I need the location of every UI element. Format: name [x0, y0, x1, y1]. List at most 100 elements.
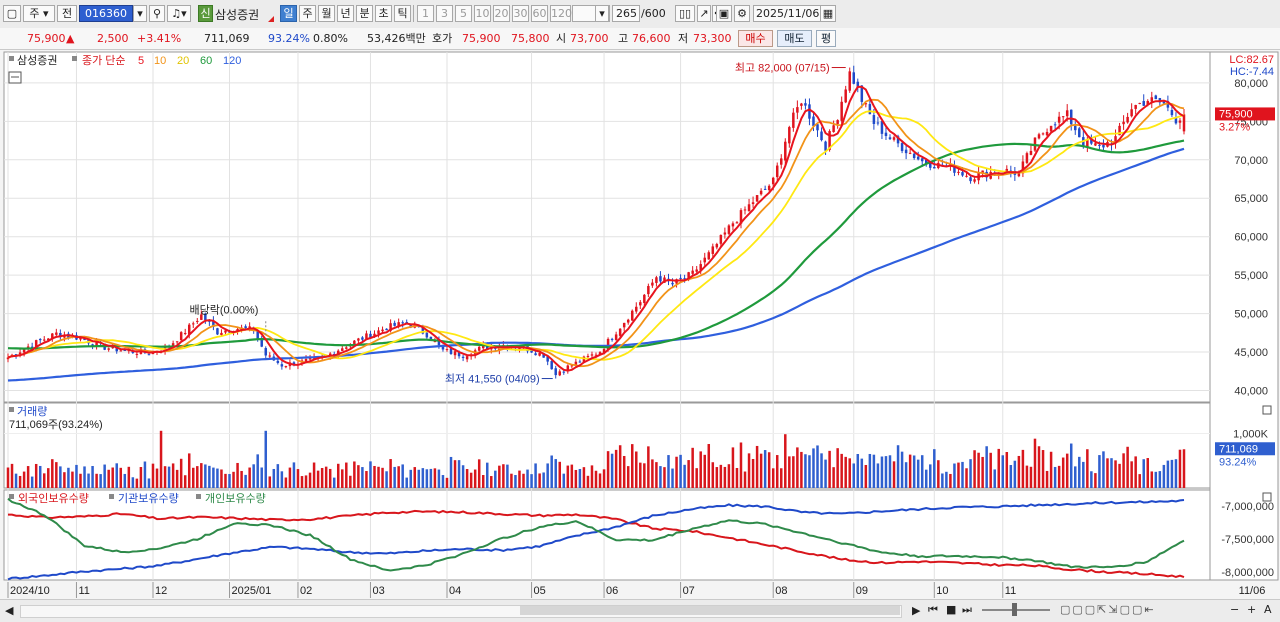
volume-bar — [115, 463, 118, 488]
interval-button-120[interactable]: 120 — [550, 5, 572, 22]
stock-code-input[interactable]: 016360 — [79, 5, 133, 22]
volume-bar — [868, 453, 872, 488]
candle-body — [739, 210, 743, 224]
volume-bar — [264, 430, 268, 488]
interval-custom-dropdown[interactable]: ▾ — [595, 5, 609, 22]
low-price: 73,300 — [693, 32, 732, 45]
candle-body — [276, 360, 280, 363]
candle-body — [34, 340, 38, 349]
volume-bar — [425, 469, 429, 488]
volume-bar — [429, 468, 433, 488]
speaker-icon[interactable]: ♫▾ — [167, 5, 191, 22]
candle-body — [900, 143, 904, 152]
volume-bar — [353, 461, 356, 488]
price-value: 75,900 — [27, 32, 66, 45]
interval-button-20[interactable]: 20 — [493, 5, 510, 22]
period-tab-5[interactable]: 초 — [375, 5, 392, 22]
zoom-in-icon[interactable]: + — [1247, 603, 1257, 616]
volume-bar — [284, 477, 288, 488]
interval-button-10[interactable]: 10 — [474, 5, 491, 22]
candle-body — [792, 112, 795, 128]
candle-body — [401, 322, 404, 324]
candle-body — [341, 348, 344, 351]
volume-bar — [896, 445, 900, 488]
volume-bar — [993, 469, 996, 488]
volume-bar — [111, 467, 114, 488]
volume-bar — [481, 475, 485, 488]
stock-chart[interactable]: 80,00075,00070,00065,00060,00055,00050,0… — [0, 50, 1280, 599]
scroll-thumb[interactable] — [520, 606, 900, 615]
period-tab-3[interactable]: 년 — [337, 5, 354, 22]
candle-body — [26, 346, 30, 349]
volume-bar — [224, 473, 227, 488]
scroll-left-icon[interactable]: ◀ — [5, 604, 14, 617]
stop-icon[interactable]: ■ — [946, 603, 957, 616]
stock-code-dropdown[interactable]: ▾ — [133, 5, 147, 22]
interval-button-60[interactable]: 60 — [531, 5, 548, 22]
scroll-right-icon[interactable]: ▶ — [912, 604, 921, 617]
volume-bar — [759, 453, 763, 488]
font-size-icon[interactable]: A — [1264, 603, 1272, 616]
tool-icons[interactable]: ▢▢▢⇱⇲▢▢⇤ — [1060, 603, 1156, 616]
period-tab-1[interactable]: 주 — [299, 5, 316, 22]
volume-bar — [183, 475, 187, 488]
volume-last-tag: 711,069 — [1219, 443, 1258, 455]
volume-bar — [490, 476, 493, 488]
candle-body — [220, 332, 223, 335]
sell-button[interactable]: 매도 — [777, 30, 812, 47]
volume-bar — [1162, 464, 1166, 488]
volume-bar — [522, 473, 525, 488]
candle-body — [441, 346, 445, 350]
calendar-icon[interactable]: ▦ — [820, 5, 836, 22]
save-icon[interactable]: ▣ — [716, 5, 732, 22]
forward-icon[interactable]: ⏭ — [962, 603, 972, 616]
eval-button[interactable]: 평 — [816, 30, 836, 47]
change-percent: +3.41% — [137, 32, 182, 45]
period-tab-4[interactable]: 분 — [356, 5, 373, 22]
volume-bar — [441, 475, 445, 488]
candle-body — [477, 346, 481, 351]
volume-bar — [691, 447, 694, 488]
gear-icon[interactable]: ⚙ — [734, 5, 750, 22]
window-menu-icon[interactable]: ▢ — [3, 5, 21, 22]
candle-body — [425, 332, 429, 338]
candle-body — [836, 120, 839, 124]
interval-button-1[interactable]: 1 — [417, 5, 434, 22]
candle-body — [429, 336, 433, 341]
market-select[interactable]: 주 ▾ — [23, 5, 55, 22]
volume-bar — [397, 466, 400, 488]
period-tab-0[interactable]: 일 — [280, 5, 297, 22]
candle-body — [486, 345, 489, 350]
scale-icon[interactable]: ↗ — [697, 5, 711, 22]
stock-name-marker — [268, 16, 274, 22]
buy-button[interactable]: 매수 — [738, 30, 773, 47]
candle-body — [610, 338, 614, 340]
chart-type-icon[interactable]: ▯▯ — [675, 5, 695, 22]
interval-button-3[interactable]: 3 — [436, 5, 453, 22]
legend-square-icon — [72, 56, 77, 61]
period-tab-6[interactable]: 틱 — [394, 5, 411, 22]
zoom-handle[interactable] — [1012, 603, 1017, 616]
period-tab-2[interactable]: 월 — [318, 5, 335, 22]
candle-body — [635, 306, 638, 312]
interval-button-30[interactable]: 30 — [512, 5, 529, 22]
x-tick-label: 06 — [606, 585, 618, 597]
volume-bar — [771, 468, 775, 488]
legend-ma-20: 20 — [177, 55, 189, 67]
interval-button-5[interactable]: 5 — [455, 5, 472, 22]
date-input[interactable]: 2025/11/06 — [753, 5, 821, 22]
volume-bar — [876, 463, 880, 488]
volume-bar — [937, 460, 940, 488]
zoom-out-icon[interactable]: − — [1230, 603, 1240, 616]
candle-body — [437, 340, 441, 346]
high-annotation: 최고 82,000 (07/15) — [735, 62, 830, 75]
volume-bar — [812, 448, 815, 488]
search-icon[interactable]: ⚲ — [149, 5, 165, 22]
rewind-icon[interactable]: ⏮ — [928, 603, 938, 616]
candle-body — [1045, 131, 1049, 136]
volume-bar — [200, 463, 203, 488]
page-count-input[interactable]: 265 — [612, 5, 640, 22]
volume-bar — [614, 449, 618, 488]
candle-body — [377, 330, 380, 334]
prev-button[interactable]: 전 — [57, 5, 77, 22]
